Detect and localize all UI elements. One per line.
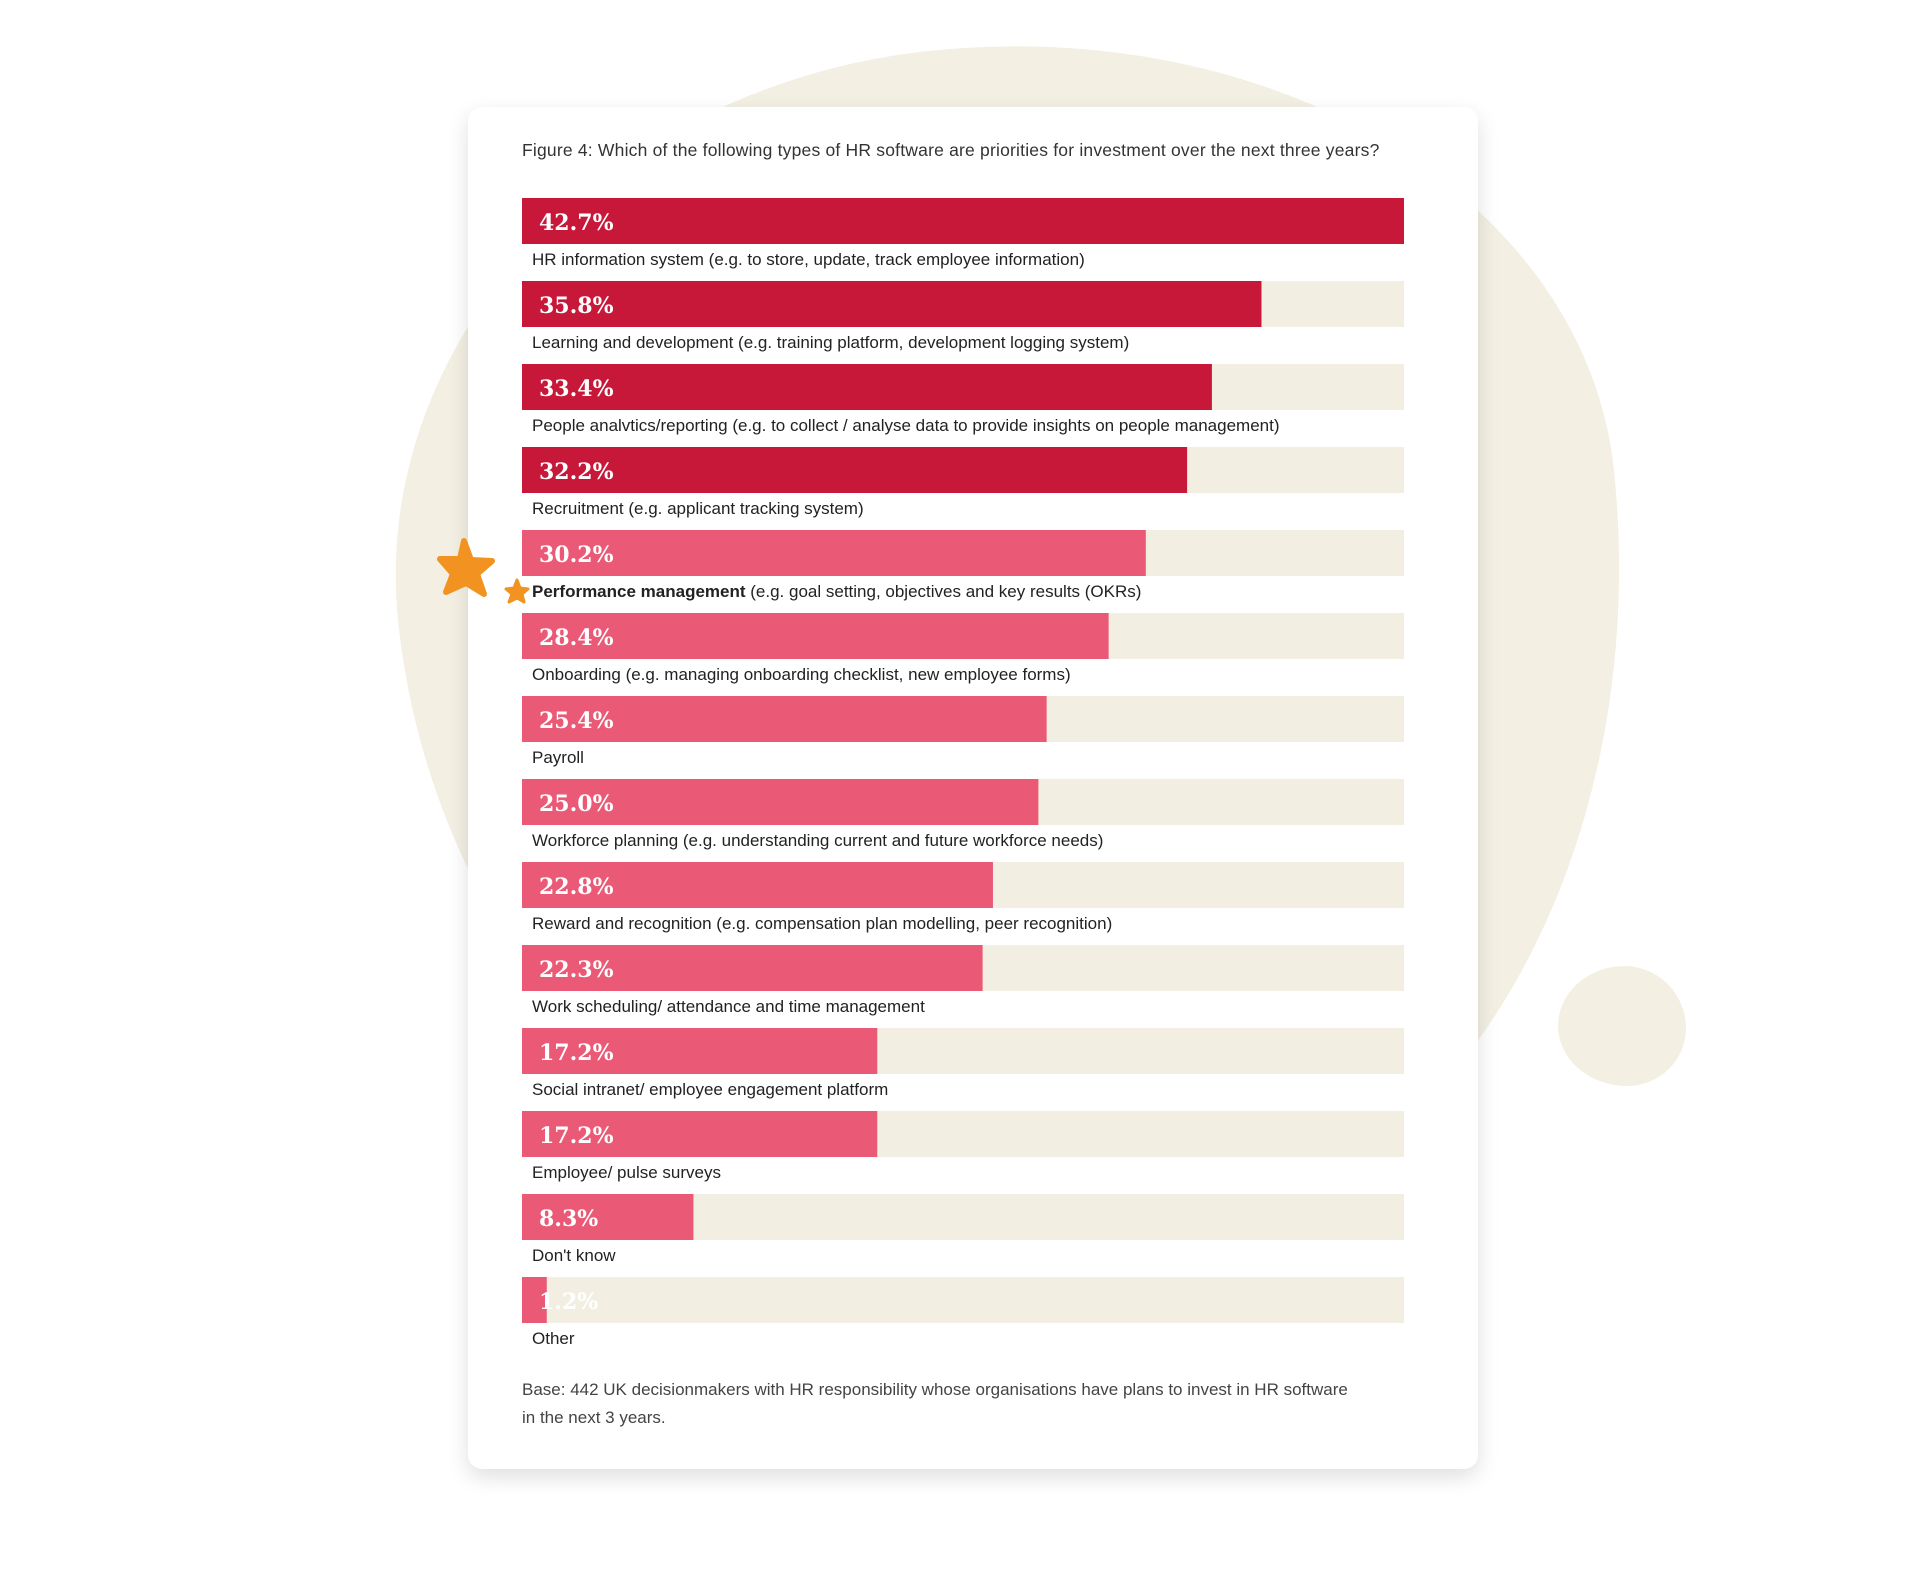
bar-value-label: 25.0% <box>539 791 614 817</box>
bar-category-label: Social intranet/ employee engagement pla… <box>532 1080 888 1099</box>
bar-value-label: 22.8% <box>539 874 614 900</box>
bar <box>522 447 1188 493</box>
bar-value-label: 17.2% <box>539 1123 614 1149</box>
bar <box>522 1277 547 1323</box>
bar-category-label: People analvtics/reporting (e.g. to coll… <box>532 416 1280 435</box>
bar-category-label: Workforce planning (e.g. understanding c… <box>532 831 1103 850</box>
bar-category-label: Payroll <box>532 748 584 767</box>
star-small-icon <box>504 578 530 604</box>
bar <box>522 862 993 908</box>
bar-category-label: Work scheduling/ attendance and time man… <box>532 997 925 1016</box>
bar-value-label: 32.2% <box>539 459 614 485</box>
bar <box>522 613 1109 659</box>
bar <box>522 1028 878 1074</box>
bar-value-label: 22.3% <box>539 957 614 983</box>
base-note: Base: 442 UK decisionmakers with HR resp… <box>522 1380 1348 1427</box>
bar <box>522 1111 878 1157</box>
bar-value-label: 33.4% <box>539 376 614 402</box>
bar <box>522 198 1404 244</box>
bar-value-label: 1.2% <box>539 1289 598 1315</box>
background-dot <box>1558 966 1686 1086</box>
star-large-icon <box>437 538 495 597</box>
bar <box>522 945 983 991</box>
bar-value-label: 30.2% <box>539 542 614 568</box>
bar-category-label: Reward and recognition (e.g. compensatio… <box>532 914 1112 933</box>
bar-value-label: 8.3% <box>539 1206 598 1232</box>
figure-title: Figure 4: Which of the following types o… <box>522 140 1380 160</box>
bar-category-label: Onboarding (e.g. managing onboarding che… <box>532 665 1071 684</box>
bar <box>522 364 1212 410</box>
bar-category-label: Other <box>532 1329 575 1348</box>
bar <box>522 1194 694 1240</box>
bar-value-label: 25.4% <box>539 708 614 734</box>
bar-track <box>522 1277 1404 1323</box>
bar-category-label: Learning and development (e.g. training … <box>532 333 1129 352</box>
bar-value-label: 28.4% <box>539 625 614 651</box>
bar-category-label: Recruitment (e.g. applicant tracking sys… <box>532 499 864 518</box>
bar-category-label: Employee/ pulse surveys <box>532 1163 721 1182</box>
bar-value-label: 35.8% <box>539 293 614 319</box>
bar <box>522 696 1047 742</box>
bar-value-label: 17.2% <box>539 1040 614 1066</box>
bar <box>522 281 1262 327</box>
bar-category-label: Don't know <box>532 1246 616 1265</box>
bar-value-label: 42.7% <box>539 210 614 236</box>
bar-category-label: HR information system (e.g. to store, up… <box>532 250 1085 269</box>
bar <box>522 530 1146 576</box>
bar-category-label: Performance management (e.g. goal settin… <box>532 582 1141 601</box>
bar <box>522 779 1039 825</box>
